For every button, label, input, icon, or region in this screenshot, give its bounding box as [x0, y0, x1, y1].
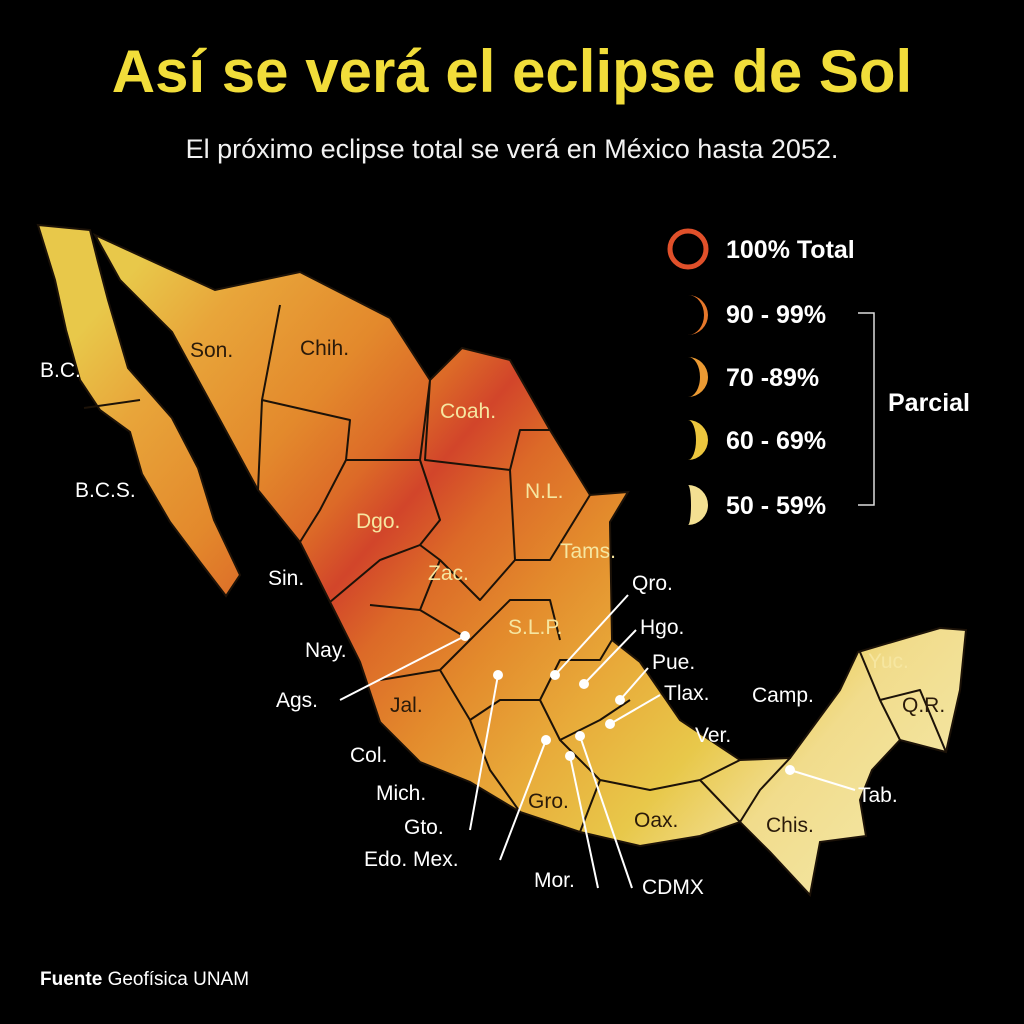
leader-line	[609, 694, 661, 725]
state-label: Tlax.	[664, 682, 710, 705]
source-text: Geofísica UNAM	[108, 969, 249, 990]
legend-bracket	[858, 312, 875, 506]
legend-label: 90 - 99%	[726, 301, 826, 329]
state-label: Sin.	[268, 567, 304, 590]
leader-dot	[579, 679, 589, 689]
state-label: Edo. Mex.	[364, 848, 459, 871]
leader-line	[583, 629, 637, 685]
source-label: Fuente	[40, 969, 102, 990]
legend-icon	[667, 228, 709, 270]
state-label: Nay.	[305, 639, 347, 662]
state-label: Tams.	[560, 540, 616, 563]
baja-california	[36, 223, 242, 598]
leader-dot	[605, 719, 615, 729]
leader-dot	[575, 731, 585, 741]
state-label: Son.	[190, 339, 233, 362]
state-label: Ags.	[276, 689, 318, 712]
leader-dot	[460, 631, 470, 641]
state-label: Jal.	[390, 694, 423, 717]
legend-icon	[688, 295, 708, 335]
state-label: Yuc.	[868, 650, 909, 673]
state-label: N.L.	[525, 480, 564, 503]
leader-dot	[550, 670, 560, 680]
legend-icon	[688, 485, 708, 525]
leader-dot	[565, 751, 575, 761]
state-label: Qro.	[632, 572, 673, 595]
state-label: Gto.	[404, 816, 444, 839]
state-label: Mich.	[376, 782, 426, 805]
legend-label: 60 - 69%	[726, 427, 826, 455]
state-label: Mor.	[534, 869, 575, 892]
legend-label: 70 -89%	[726, 364, 819, 392]
state-label: Pue.	[652, 651, 695, 674]
state-labels: B.C. B.C.S. Son. Chih. Coah. N.L. Dgo. T…	[40, 337, 945, 899]
state-label: Chih.	[300, 337, 349, 360]
state-label: B.C.	[40, 359, 81, 382]
map	[36, 223, 968, 898]
state-label: Oax.	[634, 809, 678, 832]
leader-line	[499, 739, 547, 861]
state-label: Tab.	[858, 784, 898, 807]
state-label: Zac.	[428, 562, 469, 585]
state-label: Camp.	[752, 684, 814, 707]
leader-line	[469, 674, 499, 831]
leader-line	[619, 667, 649, 701]
state-label: Ver.	[695, 724, 731, 747]
leader-line	[789, 769, 856, 791]
state-label: Gro.	[528, 790, 569, 813]
leader-line	[569, 755, 599, 889]
leader-dot	[541, 735, 551, 745]
legend-icon	[688, 420, 708, 460]
legend: 100% Total 90 - 99% 70 -89% 60 - 69% 50 …	[667, 228, 970, 525]
state-label: Q.R.	[902, 694, 945, 717]
leader-dot	[615, 695, 625, 705]
legend-label: 100% Total	[726, 236, 855, 264]
leader-dot	[493, 670, 503, 680]
leader-line	[579, 735, 633, 889]
state-label: Coah.	[440, 400, 496, 423]
state-label: Dgo.	[356, 510, 400, 533]
state-label: Chis.	[766, 814, 814, 837]
leader-line	[339, 635, 466, 701]
state-label: CDMX	[642, 876, 704, 899]
legend-icon	[688, 357, 708, 397]
state-label: B.C.S.	[75, 479, 136, 502]
state-label: S.L.P.	[508, 616, 563, 639]
title: Así se verá el eclipse de Sol	[112, 38, 912, 105]
legend-group-label: Parcial	[888, 389, 970, 417]
legend-label: 50 - 59%	[726, 492, 826, 520]
state-label: Col.	[350, 744, 387, 767]
leader-line	[554, 594, 629, 676]
state-label: Hgo.	[640, 616, 684, 639]
source: Fuente Geofísica UNAM	[40, 969, 249, 990]
subtitle: El próximo eclipse total se verá en Méxi…	[186, 134, 839, 164]
leader-dot	[785, 765, 795, 775]
state-borders	[83, 304, 947, 833]
